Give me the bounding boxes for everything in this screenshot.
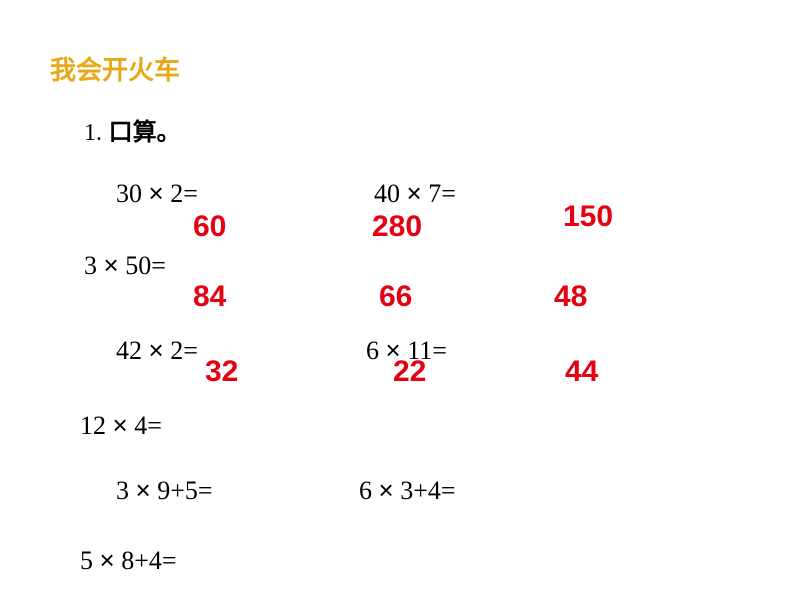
equation-8: 5 × 8+4= [80,545,177,576]
subtitle: 1. 口算。 [84,112,181,147]
equation-1: 40 × 7= [374,178,456,209]
equation-7: 6 × 3+4= [359,475,456,506]
answer-1: 280 [372,210,422,244]
equation-5: 12 × 4= [80,410,162,441]
equation-0: 30 × 2= [116,178,198,209]
answer-3: 84 [193,280,226,314]
answer-8: 44 [565,355,598,389]
page-title: 我会开火车 [50,50,180,87]
answer-7: 22 [393,355,426,389]
subtitle-text: 口算。 [109,119,181,146]
answer-6: 32 [205,355,238,389]
equation-6: 3 × 9+5= [116,475,213,506]
answer-2: 150 [563,200,613,234]
equation-3: 42 × 2= [116,335,198,366]
answer-0: 60 [193,210,226,244]
title-text: 我会开火车 [50,55,180,85]
answer-5: 48 [554,280,587,314]
subtitle-number: 1. [84,120,102,146]
equation-2: 3 × 50= [84,250,166,281]
answer-4: 66 [379,280,412,314]
